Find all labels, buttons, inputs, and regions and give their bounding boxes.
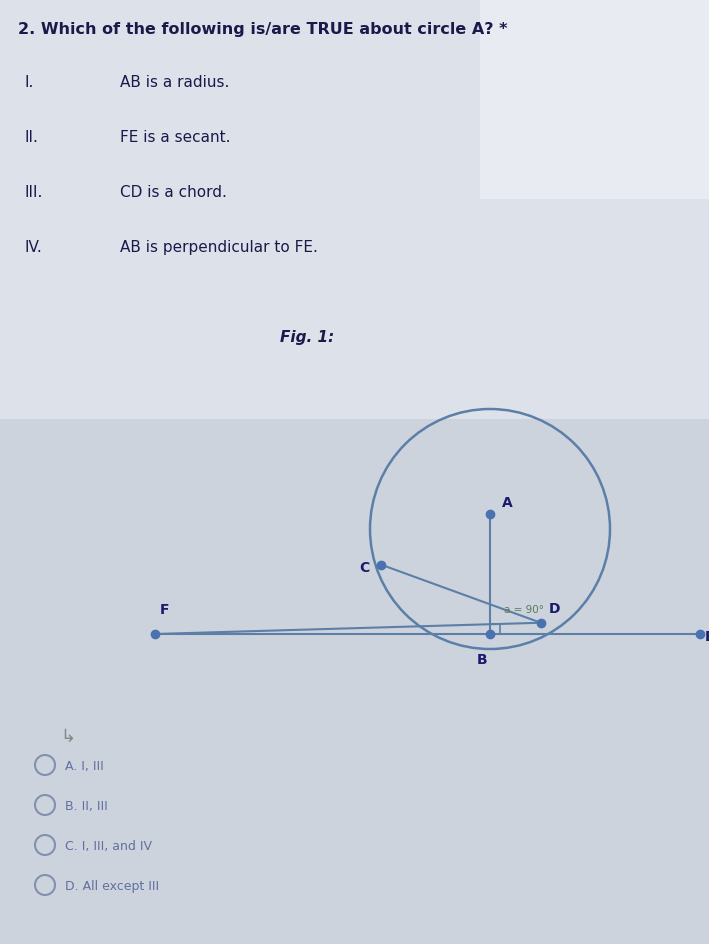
Text: ↳: ↳ — [60, 727, 75, 745]
Bar — [480, 0, 709, 200]
Text: F: F — [160, 602, 169, 616]
Text: D. All except III: D. All except III — [65, 879, 159, 892]
Text: B: B — [476, 652, 487, 666]
Text: AB is a radius.: AB is a radius. — [120, 75, 230, 90]
Text: AB is perpendicular to FE.: AB is perpendicular to FE. — [120, 240, 318, 255]
Text: A: A — [502, 496, 513, 510]
Text: C. I, III, and IV: C. I, III, and IV — [65, 839, 152, 852]
Text: 2. Which of the following is/are TRUE about circle A? *: 2. Which of the following is/are TRUE ab… — [18, 22, 508, 37]
Text: Fig. 1:: Fig. 1: — [280, 329, 334, 345]
Text: B. II, III: B. II, III — [65, 800, 108, 812]
Text: IV.: IV. — [25, 240, 43, 255]
Text: CD is a chord.: CD is a chord. — [120, 185, 227, 200]
Text: A. I, III: A. I, III — [65, 759, 104, 772]
Text: II.: II. — [25, 130, 39, 144]
Text: E: E — [705, 630, 709, 643]
Text: FE is a secant.: FE is a secant. — [120, 130, 230, 144]
Text: D: D — [549, 601, 560, 615]
Text: C: C — [359, 560, 369, 574]
Text: I.: I. — [25, 75, 34, 90]
Text: a = 90°: a = 90° — [504, 604, 544, 615]
Bar — [0, 0, 709, 419]
Text: III.: III. — [25, 185, 43, 200]
